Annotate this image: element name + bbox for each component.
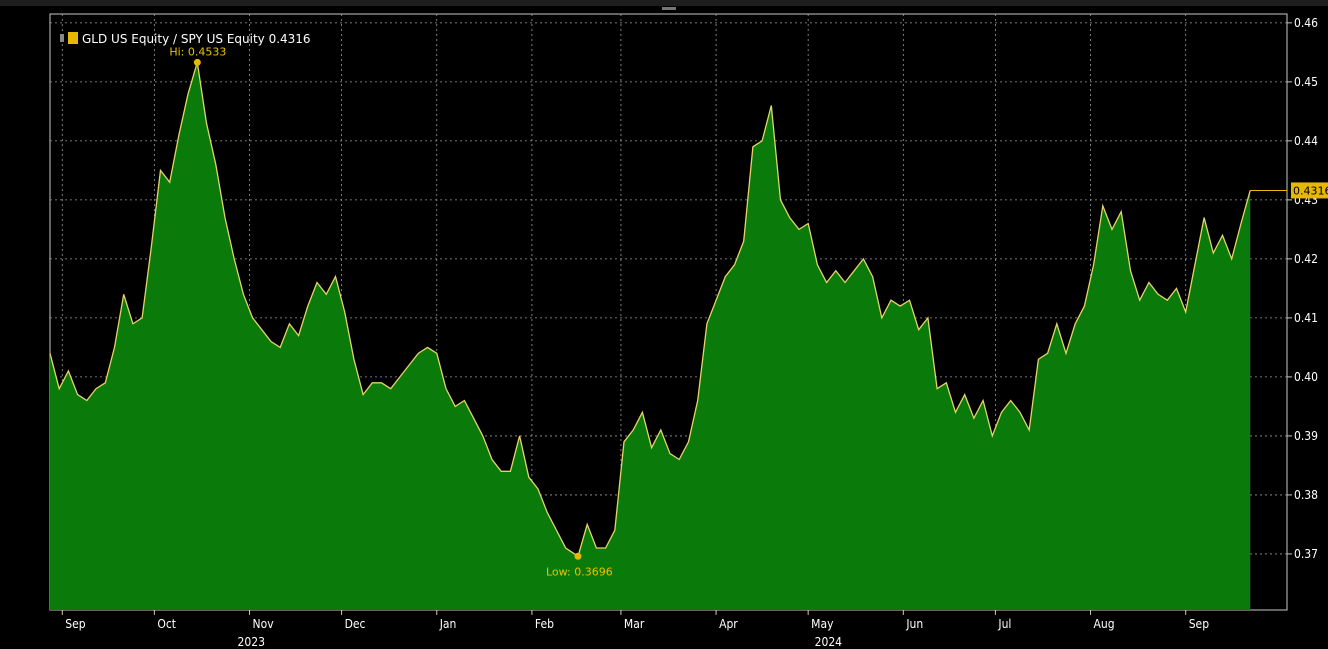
x-tick-label: Sep xyxy=(1189,617,1210,631)
x-tick-label: May xyxy=(811,617,834,631)
high-label: Hi: 0.4533 xyxy=(169,45,226,58)
x-tick-label: Jul xyxy=(997,617,1011,631)
y-tick-label: 0.41 xyxy=(1294,311,1318,325)
low-label: Low: 0.3696 xyxy=(546,565,613,578)
x-tick-label: Aug xyxy=(1094,617,1115,631)
y-tick-label: 0.39 xyxy=(1294,429,1318,443)
series-area-fill xyxy=(50,62,1251,610)
year-label: 2023 xyxy=(238,635,265,649)
y-tick-label: 0.38 xyxy=(1294,488,1318,502)
annotations: Hi: 0.4533 Low: 0.3696 0.4316 xyxy=(169,45,1328,578)
x-tick-label: Dec xyxy=(345,617,366,631)
x-tick-label: Feb xyxy=(535,617,554,631)
high-marker xyxy=(193,58,201,66)
y-tick-label: 0.40 xyxy=(1294,370,1318,384)
x-tick-label: Nov xyxy=(253,617,275,631)
legend-menu-icon[interactable] xyxy=(60,34,64,42)
last-value-badge xyxy=(1291,182,1328,199)
x-tick-label: Jun xyxy=(905,617,923,631)
top-strip xyxy=(0,0,1328,6)
legend-label: GLD US Equity / SPY US Equity 0.4316 xyxy=(82,32,311,46)
x-tick-label: Jan xyxy=(439,617,457,631)
y-tick-label: 0.45 xyxy=(1294,75,1318,89)
last-value-label: 0.4316 xyxy=(1293,184,1328,197)
drag-handle[interactable] xyxy=(662,7,676,10)
legend[interactable]: GLD US Equity / SPY US Equity 0.4316 xyxy=(60,32,311,46)
series-line xyxy=(49,62,1251,558)
x-tick-label: Oct xyxy=(157,617,176,631)
y-tick-label: 0.37 xyxy=(1294,547,1318,561)
y-tick-label: 0.44 xyxy=(1294,134,1318,148)
x-tick-label: Sep xyxy=(65,617,86,631)
year-label: 2024 xyxy=(815,635,843,649)
low-marker xyxy=(574,552,582,560)
x-axis: Sep Oct Nov Dec Jan Feb Mar Apr May Jun Jul Aug Sep 2… xyxy=(61,610,1210,649)
series-layer xyxy=(49,62,1251,610)
x-tick-label: Apr xyxy=(719,617,738,631)
y-axis: 0.370.380.390.400.410.420.430.440.450.46 xyxy=(1287,16,1318,561)
y-tick-label: 0.42 xyxy=(1294,252,1318,266)
x-tick-label: Mar xyxy=(624,617,645,631)
legend-swatch xyxy=(68,32,78,44)
y-tick-label: 0.46 xyxy=(1294,16,1318,30)
